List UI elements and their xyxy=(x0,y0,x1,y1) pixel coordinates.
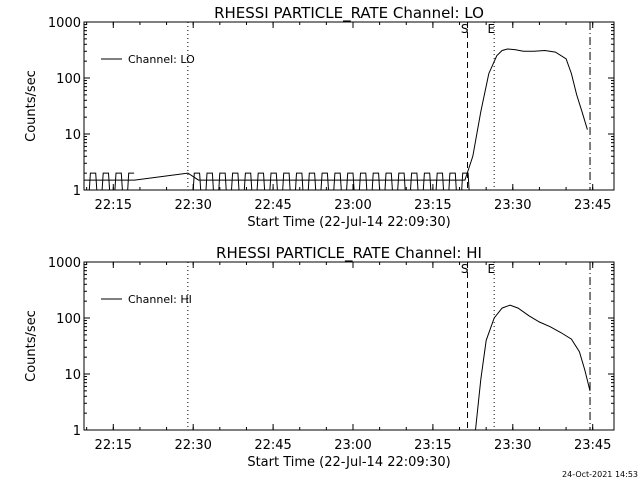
y-tick-label: 1000 xyxy=(48,16,81,31)
y-axis-label: Counts/sec xyxy=(24,310,39,382)
marker-label: S xyxy=(461,262,469,276)
y-tick-label: 100 xyxy=(56,72,81,87)
y-tick-label: 100 xyxy=(56,312,81,327)
x-tick-label: 23:15 xyxy=(414,438,451,453)
x-axis-label: Start Time (22-Jul-14 22:09:30) xyxy=(247,215,450,230)
x-tick-label: 23:30 xyxy=(494,438,531,453)
x-tick-label: 22:30 xyxy=(174,198,211,213)
marker-label: S xyxy=(461,22,469,36)
x-axis-label: Start Time (22-Jul-14 22:09:30) xyxy=(247,455,450,470)
series-line xyxy=(84,48,588,181)
series-line xyxy=(475,304,591,431)
plot-timestamp: 24-Oct-2021 14:53 xyxy=(562,470,638,479)
chart-title: RHESSI PARTICLE_RATE Channel: HI xyxy=(216,244,482,263)
y-tick-label: 1 xyxy=(73,184,81,199)
y-tick-label: 10 xyxy=(64,368,81,383)
x-tick-label: 23:00 xyxy=(334,438,371,453)
x-tick-label: 23:00 xyxy=(334,198,371,213)
y-tick-label: 1000 xyxy=(48,256,81,271)
y-axis-label: Counts/sec xyxy=(24,70,39,142)
series-noise-line xyxy=(187,172,471,191)
x-tick-label: 23:15 xyxy=(414,198,451,213)
x-tick-label: 23:45 xyxy=(574,438,611,453)
x-tick-label: 22:15 xyxy=(95,438,132,453)
legend-label: Channel: LO xyxy=(128,53,195,66)
chart-panel-1: RHESSI PARTICLE_RATE Channel: LO 22:15 22:… xyxy=(24,4,615,230)
marker-label: E xyxy=(488,22,496,36)
legend-label: Channel: HI xyxy=(128,293,192,306)
chart-title: RHESSI PARTICLE_RATE Channel: LO xyxy=(214,4,484,23)
x-tick-label: 22:45 xyxy=(254,198,291,213)
y-tick-label: 1 xyxy=(73,424,81,439)
x-tick-label: 22:45 xyxy=(254,438,291,453)
y-tick-label: 10 xyxy=(64,128,81,143)
x-tick-label: 22:15 xyxy=(95,198,132,213)
series-noise-line xyxy=(84,172,135,191)
plot-frame xyxy=(83,21,615,191)
plot-frame xyxy=(83,261,615,431)
chart-panel-2: RHESSI PARTICLE_RATE Channel: HI 22:15 22:… xyxy=(24,244,615,470)
x-tick-label: 22:30 xyxy=(174,438,211,453)
marker-label: E xyxy=(488,262,496,276)
x-tick-label: 23:45 xyxy=(574,198,611,213)
x-tick-label: 23:30 xyxy=(494,198,531,213)
